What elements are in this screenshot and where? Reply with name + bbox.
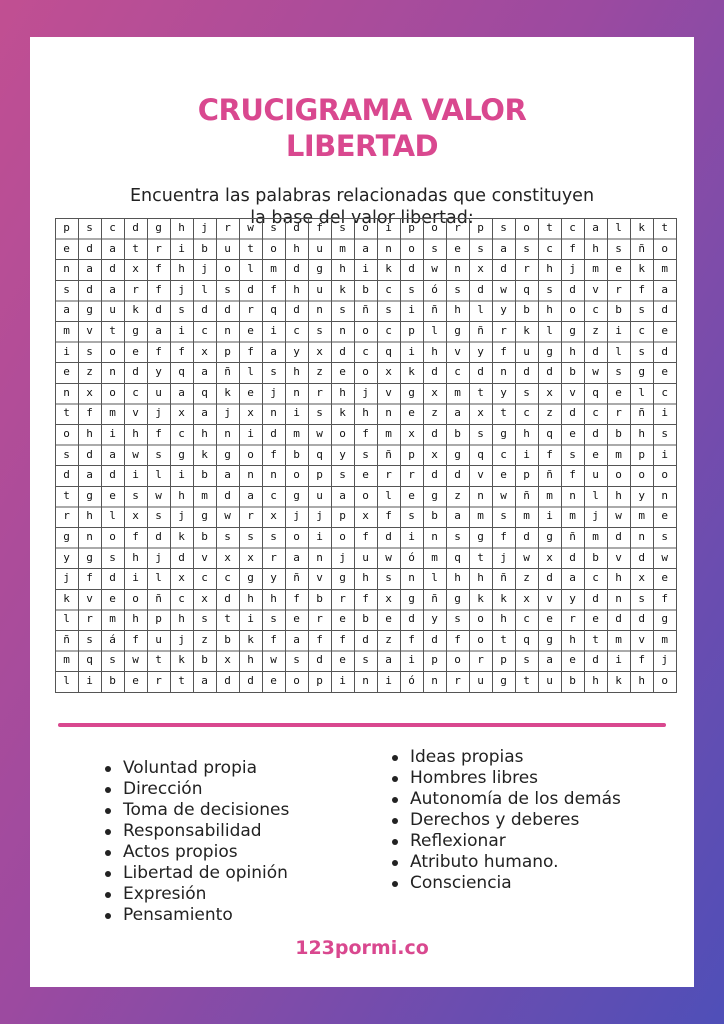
- grid-row: j f d i l x c c g y ñ v g h s n l h h ñ …: [63, 571, 673, 585]
- grid-row: n x o c u a q k e j n r h j v g x m t y …: [63, 385, 673, 399]
- word-list-item: Reflexionar: [392, 831, 621, 852]
- word-list-item: Dirección: [105, 779, 289, 800]
- grid-row: t f m v j x a j x n i s k h n e z a x t …: [63, 406, 673, 420]
- grid-row: y g s h j d v x x r a n j u w ó m q t j …: [63, 550, 673, 564]
- word-list-left: Voluntad propia Dirección Toma de decision…: [105, 758, 289, 926]
- word-list-item: Voluntad propia: [105, 758, 289, 779]
- word-list-item: Consciencia: [392, 873, 621, 894]
- word-list-item: Autonomía de los demás: [392, 789, 621, 810]
- grid-row: s d a r f j l s d f h u k b c s ó s d w …: [63, 282, 673, 296]
- title-line-2: LIBERTAD: [285, 129, 439, 163]
- grid-row: e z n d y q a ñ l s h z e o x k d c d n …: [63, 365, 673, 379]
- divider: [58, 723, 666, 727]
- word-list-item: Expresión: [105, 884, 289, 905]
- instructions-line-1: Encuentra las palabras relacionadas que …: [129, 186, 595, 206]
- grid-row: g n o f d k b s s s o i o f d i n s g f …: [63, 529, 673, 543]
- grid-row: ñ s á f u j z b k f a f f d z f d f o t …: [63, 632, 673, 646]
- grid-row: l i b e r t a d d e o p i n i ó n r u g …: [63, 674, 673, 688]
- word-list-right: Ideas propias Hombres libres Autonomía de …: [392, 747, 621, 894]
- title-line-1: CRUCIGRAMA VALOR: [197, 93, 527, 127]
- word-list-item: Responsabilidad: [105, 821, 289, 842]
- word-list-item: Libertad de opinión: [105, 863, 289, 884]
- worksheet-card: CRUCIGRAMA VALOR LIBERTAD Encuentra las …: [30, 37, 694, 987]
- grid-row: d a d i l i b a n n o p s e r r d d v e …: [63, 468, 673, 482]
- word-list-item: Atributo humano.: [392, 852, 621, 873]
- grid-row: m v t g a i c n e i c s n o c p l g ñ r …: [63, 323, 673, 337]
- word-list-item: Actos propios: [105, 842, 289, 863]
- word-list-item: Hombres libres: [392, 768, 621, 789]
- grid-row: s d a w s g k g o f b q y s ñ p x g q c …: [63, 447, 673, 461]
- grid-row: k v e o ñ c x d h h f b r f x g ñ g k k …: [63, 591, 673, 605]
- word-list-item: Toma de decisiones: [105, 800, 289, 821]
- grid-row: m q s w t k b x h w s d e s a i p o r p …: [63, 653, 673, 667]
- footer-brand: 123pormi.co: [295, 937, 429, 959]
- word-list-item: Ideas propias: [392, 747, 621, 768]
- grid-row: l r m h p h s t i s e r e b e d y s o h …: [63, 612, 673, 626]
- grid-row: n a d x f h j o l m d g h i k d w n x d …: [63, 262, 673, 276]
- word-list-item: Derechos y deberes: [392, 810, 621, 831]
- grid-row: a g u k d s d d r q d n s ñ s i ñ h l y …: [63, 303, 673, 317]
- word-list-item: Pensamiento: [105, 905, 289, 926]
- page-title: CRUCIGRAMA VALOR LIBERTAD: [30, 92, 694, 164]
- grid-row: t g e s w h m d a c g u a o l e g z n w …: [63, 488, 673, 502]
- grid-row: p s c d g h j r w s d f s o i p o r p s …: [63, 221, 673, 234]
- word-search-grid: p s c d g h j r w s d f s o i p o r p s …: [55, 218, 677, 693]
- grid-row: r h l x s j g w r x j j p x f s b a m s …: [63, 509, 673, 523]
- grid-row: o h i h f c h n i d m w o f m x d b s g …: [63, 426, 673, 440]
- grid-row: i s o e f f x p f a y x d c q i h v y f …: [63, 344, 673, 358]
- grid-row: e d a t r i b u t o h u m a n o s e s a …: [63, 241, 673, 255]
